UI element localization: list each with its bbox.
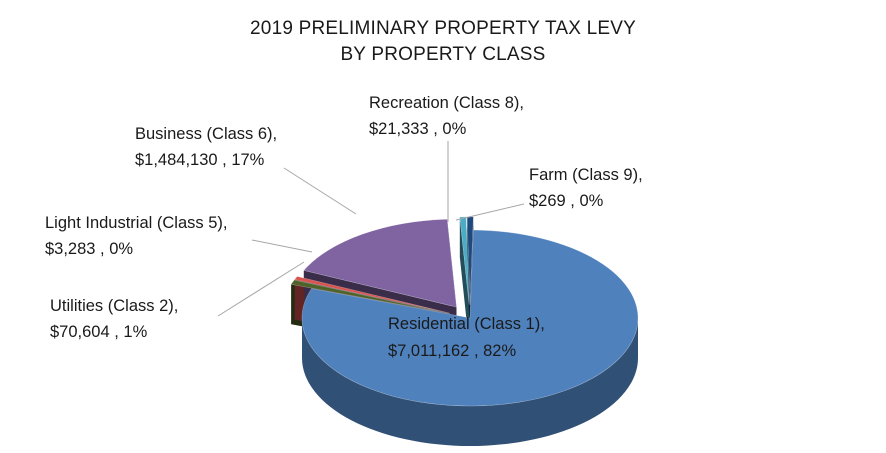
- leader-line-farm-class-9: [455, 203, 525, 221]
- label-recreation-line2: $21,333 , 0%: [369, 120, 467, 138]
- slice-face-farm-class-9-0: [467, 216, 471, 345]
- label-business-line2: $1,484,130 , 17%: [135, 151, 265, 169]
- label-utilities-line2: $70,604 , 1%: [50, 323, 148, 341]
- slice-recreation-class-8: [459, 216, 470, 305]
- leader-lines: [217, 141, 525, 317]
- label-farm-line1: Farm (Class 9),: [529, 166, 643, 184]
- slice-residential-class-1: [301, 229, 639, 407]
- chart-title: 2019 PRELIMINARY PROPERTY TAX LEVY BY PR…: [0, 16, 886, 68]
- pie-tops: [290, 216, 639, 407]
- slice-business-class-6: [303, 218, 457, 308]
- label-light-industrial-line2: $3,283 , 0%: [45, 240, 133, 258]
- slice-face-recreation-class-8-0: [459, 216, 470, 345]
- leader-line-light-industrial-class-5: [251, 239, 313, 253]
- chart-title-line-1: 2019 PRELIMINARY PROPERTY TAX LEVY: [250, 18, 636, 39]
- label-utilities-line1: Utilities (Class 2),: [50, 297, 178, 315]
- label-residential-line2: $7,011,162 , 82%: [388, 342, 516, 360]
- leader-line-business-class-6: [283, 167, 357, 215]
- label-light-industrial-line1: Light Industrial (Class 5),: [45, 214, 228, 232]
- label-business-line1: Business (Class 6),: [135, 125, 277, 143]
- label-farm-line2: $269 , 0%: [529, 192, 604, 210]
- slice-light-industrial-class-5: [294, 276, 450, 314]
- label-residential-line1: Residential (Class 1),: [388, 315, 545, 333]
- slice-side-residential-class-1: [302, 318, 638, 446]
- label-recreation-line1: Recreation (Class 8),: [369, 94, 524, 112]
- chart-title-line-2: BY PROPERTY CLASS: [340, 44, 546, 65]
- leader-line-utilities-class-2: [217, 261, 305, 317]
- slice-utilities-class-2: [290, 279, 450, 314]
